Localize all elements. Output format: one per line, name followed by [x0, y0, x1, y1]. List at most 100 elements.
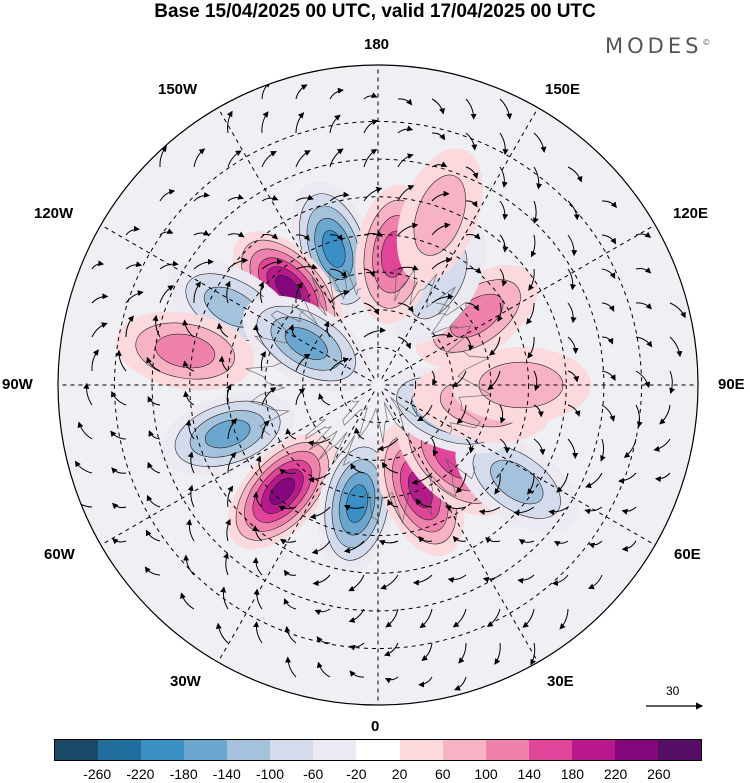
wind-arrow	[111, 467, 127, 474]
wind-arrow	[567, 404, 581, 417]
wind-arrow	[182, 360, 195, 372]
wind-arrow	[363, 186, 383, 202]
wind-arrow	[411, 472, 433, 486]
wind-arrow	[528, 268, 535, 291]
positive-anomaly	[115, 311, 255, 391]
colorbar	[54, 739, 702, 761]
wind-arrow	[447, 574, 467, 584]
wind-arrow	[227, 451, 237, 474]
wind-arrow	[224, 280, 231, 304]
wind-arrow	[383, 642, 399, 657]
wind-arrow	[527, 336, 535, 359]
wind-arrow	[418, 535, 433, 543]
wind-arrow	[486, 608, 501, 627]
colorbar-tick-label: -20	[346, 766, 367, 782]
wind-arrow	[621, 540, 637, 552]
wind-arrow	[91, 349, 99, 372]
wind-arrow	[499, 268, 508, 287]
wind-arrow	[380, 574, 399, 590]
colorbar-tick-label: 60	[435, 766, 451, 782]
coastline	[291, 269, 362, 325]
coastline	[430, 302, 493, 435]
coastline	[245, 310, 304, 436]
wind-arrow	[397, 336, 412, 350]
wind-arrow	[499, 132, 509, 156]
wind-arrow	[416, 404, 433, 421]
wind-arrow	[255, 455, 263, 474]
wind-arrow	[431, 222, 451, 236]
wind-arrow	[431, 257, 453, 270]
wind-arrow	[147, 461, 161, 474]
wind-arrow	[621, 506, 637, 515]
wind-arrow	[456, 404, 467, 424]
lon-label-90e: 90E	[718, 376, 745, 393]
wind-arrow	[159, 188, 176, 202]
wind-arrow	[377, 438, 399, 452]
wind-arrow	[485, 537, 501, 544]
latitude-circle	[189, 196, 567, 574]
wind-arrow	[261, 258, 283, 270]
wind-arrow	[397, 264, 419, 271]
wind-arrow	[193, 148, 206, 168]
colorbar-tick-labels: -260 -220 -180 -140 -100 -60 -20 20 60 100 140 180 2…	[54, 766, 702, 782]
wind-arrow	[193, 191, 210, 202]
wind-arrow	[431, 331, 454, 338]
wind-arrow	[349, 670, 365, 678]
wind-arrow	[323, 320, 331, 338]
lon-label-0: 0	[371, 718, 380, 735]
wind-arrow	[385, 608, 399, 628]
wind-arrow	[669, 302, 686, 319]
wind-arrow	[146, 494, 161, 508]
wind-arrow	[465, 336, 475, 352]
colorbar-swatch	[184, 740, 228, 760]
wind-arrow	[295, 84, 308, 100]
wind-arrow	[431, 438, 439, 457]
wind-arrow	[465, 132, 478, 151]
wind-arrow	[533, 166, 543, 190]
wind-arrow	[115, 349, 127, 372]
wind-arrow	[363, 148, 378, 168]
wind-arrow	[497, 302, 504, 322]
wind-arrow	[183, 390, 195, 406]
wind-arrow	[318, 393, 331, 406]
wind-arrow	[284, 625, 297, 644]
wind-arrow	[187, 451, 195, 474]
wind-arrow	[159, 228, 174, 236]
wind-arrow	[527, 472, 535, 495]
wind-arrow	[431, 293, 454, 304]
wind-arrow	[111, 502, 127, 510]
wind-arrow	[295, 112, 305, 134]
wind-arrow	[567, 302, 577, 324]
wind-arrow	[147, 396, 161, 406]
lon-label-30w: 30W	[170, 673, 201, 690]
lon-label-60e: 60E	[674, 546, 701, 563]
wind-arrow	[431, 190, 450, 202]
wind-arrow	[525, 302, 535, 325]
wind-arrow	[218, 355, 229, 372]
wind-arrow	[182, 319, 195, 338]
wind-arrow	[653, 438, 671, 452]
wind-arrow	[363, 327, 386, 338]
wind-arrow	[77, 421, 93, 440]
wind-arrow	[227, 193, 244, 202]
wind-arrow	[261, 111, 269, 134]
wind-arrow	[522, 608, 535, 628]
wind-arrow	[252, 491, 263, 508]
wind-arrow	[159, 260, 179, 270]
wind-arrow	[635, 404, 643, 428]
wind-arrow	[618, 472, 637, 484]
colorbar-tick-label: 100	[474, 766, 498, 782]
wind-arrow	[125, 315, 134, 338]
wind-arrow	[397, 125, 414, 134]
wind-arrow	[261, 233, 279, 240]
wind-arrow	[551, 574, 569, 587]
wind-arrow	[193, 281, 202, 304]
wind-arrow	[295, 282, 303, 304]
colorbar-swatch	[571, 740, 615, 760]
wind-arrow	[415, 498, 433, 508]
colorbar-swatch	[442, 740, 486, 760]
colorbar-swatch	[614, 740, 658, 760]
lon-label-120w: 120W	[34, 205, 74, 222]
wind-arrow	[489, 336, 501, 356]
